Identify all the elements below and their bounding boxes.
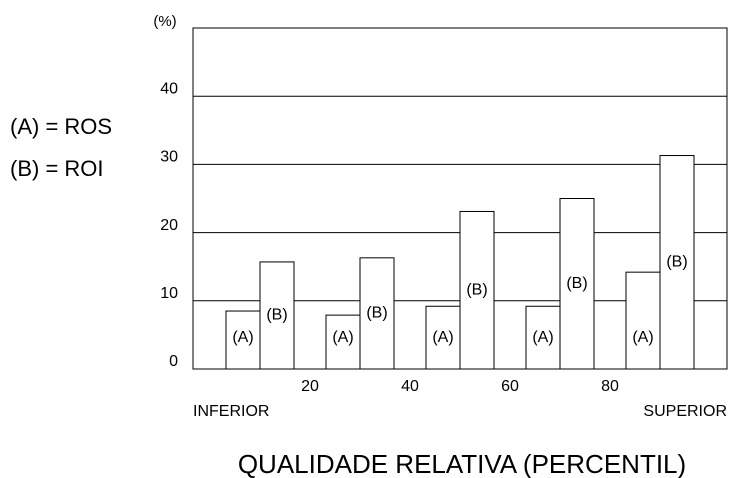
bar (659, 155, 695, 370)
bar-label: (A) (332, 329, 353, 346)
y-tick-label: 10 (160, 285, 178, 302)
bar-label: (A) (632, 329, 653, 346)
x-tick-label: 40 (401, 378, 419, 395)
y-tick-label: 20 (160, 217, 178, 234)
y-tick-label: 40 (160, 80, 178, 97)
bar (559, 198, 595, 370)
x-right-label: SUPERIOR (643, 403, 727, 420)
x-tick-label: 80 (601, 378, 619, 395)
legend-entry: (B) = ROI (10, 156, 104, 181)
bar (359, 257, 395, 370)
bar-label: (A) (232, 329, 253, 346)
bar-label: (A) (432, 329, 453, 346)
x-tick-label: 20 (301, 378, 319, 395)
bar-label: (B) (366, 305, 387, 322)
bar (325, 314, 361, 370)
x-tick-label: 60 (501, 378, 519, 395)
bar (459, 210, 495, 370)
bar (425, 305, 461, 370)
y-tick-label: 30 (160, 149, 178, 166)
bar-label: (A) (532, 329, 553, 346)
bar-label: (B) (266, 307, 287, 324)
y-tick-label: 0 (169, 353, 178, 370)
bar (625, 271, 661, 370)
bar-label: (B) (466, 281, 487, 298)
y-axis-label: (%) (153, 13, 176, 30)
x-axis-title: QUALIDADE RELATIVA (PERCENTIL) (238, 449, 686, 478)
x-left-label: INFERIOR (193, 403, 269, 420)
bar-label: (B) (666, 253, 687, 270)
legend-entry: (A) = ROS (10, 114, 112, 139)
bar (225, 310, 261, 370)
bar (525, 305, 561, 370)
bar (259, 261, 295, 370)
bar-label: (B) (566, 275, 587, 292)
